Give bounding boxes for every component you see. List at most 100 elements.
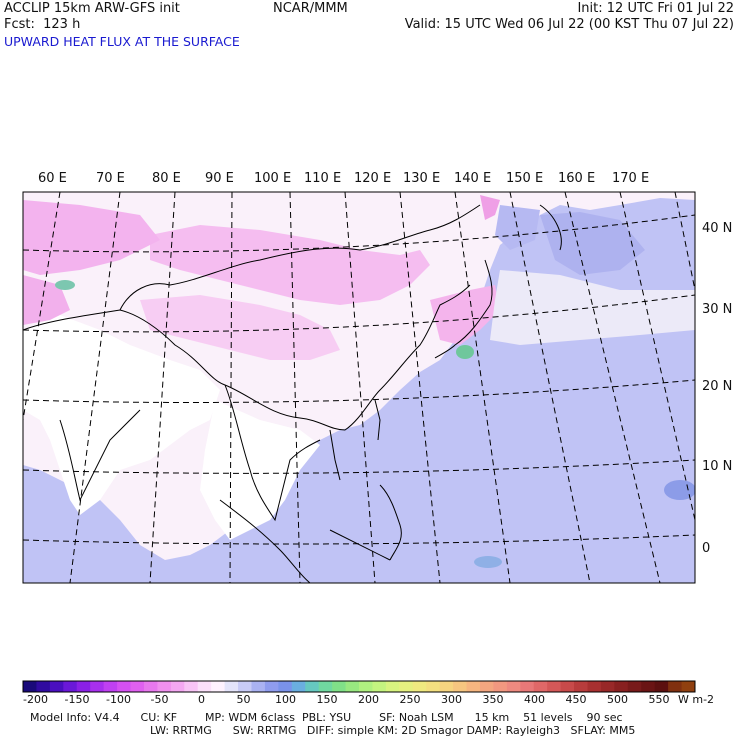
colorbar-swatch (318, 681, 333, 692)
colorbar (22, 680, 696, 693)
colorbar-swatch (453, 681, 468, 692)
colorbar-swatch (90, 681, 105, 692)
colorbar-tick-label: 350 (482, 693, 504, 706)
colorbar-swatch (184, 681, 199, 692)
korea-japan-flux (430, 285, 500, 345)
colorbar-swatch (197, 681, 212, 692)
green-patch-japan (456, 345, 474, 359)
org-label: NCAR/MMM (273, 1, 348, 16)
colorbar-tick-label: 550 (648, 693, 670, 706)
graticule (23, 192, 695, 583)
colorbar-swatch (224, 681, 239, 692)
colorbar-swatch (533, 681, 548, 692)
field-title: UPWARD HEAT FLUX AT THE SURFACE (4, 34, 240, 49)
colorbar-swatch (479, 681, 494, 692)
model-info-line1: Model Info: V4.4 CU: KF MP: WDM 6class P… (30, 711, 623, 724)
colorbar-swatch (574, 681, 588, 692)
tibet-high-flux (140, 295, 340, 360)
colorbar-swatch (547, 681, 562, 692)
colorbar-swatch (600, 681, 615, 692)
colorbar-swatch (291, 681, 306, 692)
colorbar-swatch (305, 681, 320, 692)
lat-label: 10 N (702, 459, 733, 474)
colorbar-swatch (506, 681, 521, 692)
blue-patch-east (664, 480, 695, 500)
colorbar-swatch (520, 681, 535, 692)
colorbar-tick-label: -200 (23, 693, 48, 706)
colorbar-swatch (399, 681, 414, 692)
colorbar-swatch (36, 681, 51, 692)
lat-label: 20 N (702, 379, 733, 394)
green-patch-equator (474, 556, 502, 568)
colorbar-swatch (439, 681, 454, 692)
colorbar-swatch (23, 681, 37, 692)
mongolia-high-flux (150, 225, 430, 305)
colorbar-swatch (63, 681, 78, 692)
colorbar-swatch (130, 681, 145, 692)
coastlines (23, 204, 562, 583)
valid-time: Valid: 15 UTC Wed 06 Jul 22 (00 KST Thu … (404, 17, 734, 32)
lon-label: 120 E (354, 171, 392, 186)
map-frame (22, 191, 696, 584)
lon-label: 60 E (38, 171, 67, 186)
lat-label: 40 N (702, 221, 733, 236)
lon-label: 70 E (96, 171, 125, 186)
colorbar-swatch (251, 681, 266, 692)
colorbar-swatch (627, 681, 642, 692)
colorbar-tick-label: 500 (607, 693, 628, 706)
colorbar-swatch (385, 681, 400, 692)
sea-of-okhotsk-blue (495, 205, 540, 250)
colorbar-unit: W m-2 (678, 693, 715, 706)
colorbar-swatch (560, 681, 575, 692)
colorbar-swatch (49, 681, 64, 692)
colorbar-swatch (654, 681, 669, 692)
lon-label: 140 E (454, 171, 492, 186)
kamchatka-flux (480, 195, 500, 220)
model-info-line2: LW: RRTMG SW: RRTMG DIFF: simple KM: 2D … (150, 724, 636, 737)
lon-label: 150 E (506, 171, 544, 186)
lat-label: 0 (702, 541, 711, 556)
colorbar-swatch (143, 681, 158, 692)
colorbar-tick-label: 450 (565, 693, 587, 706)
colorbar-swatch (493, 681, 508, 692)
colorbar-frame (22, 680, 696, 693)
colorbar-swatch (372, 681, 387, 692)
colorbar-tick-label: 100 (275, 693, 296, 706)
colorbar-swatch (641, 681, 656, 692)
colorbar-swatch (587, 681, 602, 692)
model-title: ACCLIP 15km ARW-GFS init (4, 1, 180, 16)
lat-label: 30 N (702, 302, 733, 317)
colorbar-tick-label: 50 (236, 693, 251, 706)
colorbar-swatch (359, 681, 373, 692)
lon-label: 90 E (205, 171, 234, 186)
forecast-hour: Fcst: 123 h (4, 17, 81, 32)
colorbar-tick-label: 0 (198, 693, 205, 706)
colorbar-tick-label: 250 (399, 693, 421, 706)
colorbar-tick-label: -50 (150, 693, 169, 706)
colorbar-swatch (426, 681, 441, 692)
lon-label: 110 E (304, 171, 342, 186)
colorbar-swatch (332, 681, 347, 692)
colorbar-swatch (466, 681, 481, 692)
colorbar-swatch (412, 681, 427, 692)
colorbar-swatch (264, 681, 279, 692)
lon-label: 170 E (612, 171, 650, 186)
colorbar-tick-label: 200 (358, 693, 379, 706)
lon-label: 80 E (152, 171, 181, 186)
colorbar-tick-label: -100 (106, 693, 131, 706)
colorbar-swatch (211, 681, 226, 692)
lon-label: 160 E (558, 171, 596, 186)
colorbar-tick-label: -150 (64, 693, 90, 706)
init-time: Init: 12 UTC Fri 01 Jul 22 (577, 1, 734, 16)
north-pacific-blue (540, 212, 645, 275)
lon-label: 100 E (254, 171, 292, 186)
colorbar-swatch (278, 681, 293, 692)
colorbar-tick-label: 300 (441, 693, 462, 706)
central-asia-high-flux (23, 200, 160, 275)
colorbar-swatch (117, 681, 132, 692)
colorbar-swatch (170, 681, 185, 692)
colorbar-swatch (668, 681, 683, 692)
colorbar-swatch (345, 681, 360, 692)
colorbar-tick-label: 150 (316, 693, 338, 706)
